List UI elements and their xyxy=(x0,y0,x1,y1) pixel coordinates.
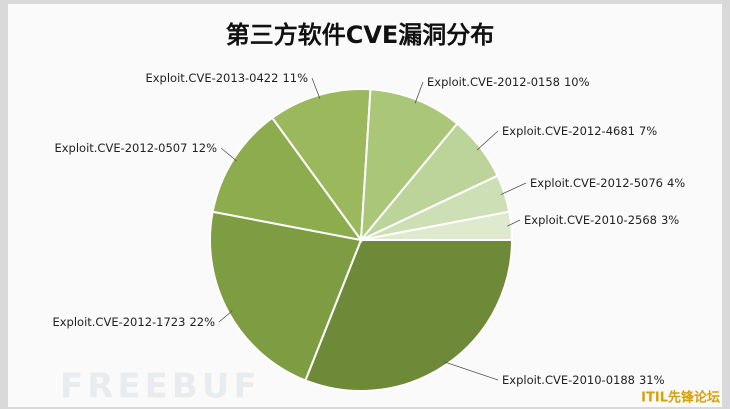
leader-line xyxy=(218,310,233,323)
category-label: Exploit.CVE-2012-5076 xyxy=(530,176,663,190)
value-label: 31% xyxy=(639,373,665,387)
data-label: Exploit.CVE-2012-0158 10% xyxy=(427,75,590,89)
watermark: FREEBUF xyxy=(60,367,261,407)
data-label: Exploit.CVE-2012-4681 7% xyxy=(502,124,657,138)
data-label: Exploit.CVE-2012-0507 12% xyxy=(54,141,217,155)
leader-line xyxy=(443,361,499,381)
value-label: 22% xyxy=(189,315,215,329)
value-label: 4% xyxy=(667,176,685,190)
value-label: 7% xyxy=(639,124,657,138)
leader-line xyxy=(476,130,499,151)
watermark: ITIL先锋论坛 xyxy=(641,390,720,406)
leader-line xyxy=(220,147,238,162)
data-label: Exploit.CVE-2010-2568 3% xyxy=(524,213,679,227)
value-label: 10% xyxy=(564,75,590,89)
data-label: Exploit.CVE-2013-0422 11% xyxy=(145,71,308,85)
category-label: Exploit.CVE-2010-2568 xyxy=(524,213,657,227)
category-label: Exploit.CVE-2013-0422 xyxy=(145,71,278,85)
leader-line xyxy=(507,219,521,227)
pie-slice xyxy=(209,210,363,382)
value-label: 3% xyxy=(661,213,679,227)
category-label: Exploit.CVE-2012-0158 xyxy=(427,75,560,89)
category-label: Exploit.CVE-2012-0507 xyxy=(54,141,187,155)
leader-line xyxy=(500,182,527,195)
pie-slice xyxy=(304,239,514,392)
chart-title: 第三方软件CVE漏洞分布 xyxy=(226,21,495,49)
category-label: Exploit.CVE-2012-1723 xyxy=(52,315,185,329)
data-label: Exploit.CVE-2012-1723 22% xyxy=(52,315,215,329)
data-label: Exploit.CVE-2012-5076 4% xyxy=(530,176,685,190)
value-label: 11% xyxy=(282,71,308,85)
leader-line xyxy=(311,77,321,99)
pie-slice xyxy=(211,116,364,242)
value-label: 12% xyxy=(191,141,217,155)
category-label: Exploit.CVE-2010-0188 xyxy=(502,373,635,387)
category-label: Exploit.CVE-2012-4681 xyxy=(502,124,635,138)
pie-slice xyxy=(360,210,514,241)
data-label: Exploit.CVE-2010-0188 31% xyxy=(502,373,665,387)
leader-line xyxy=(414,81,424,104)
